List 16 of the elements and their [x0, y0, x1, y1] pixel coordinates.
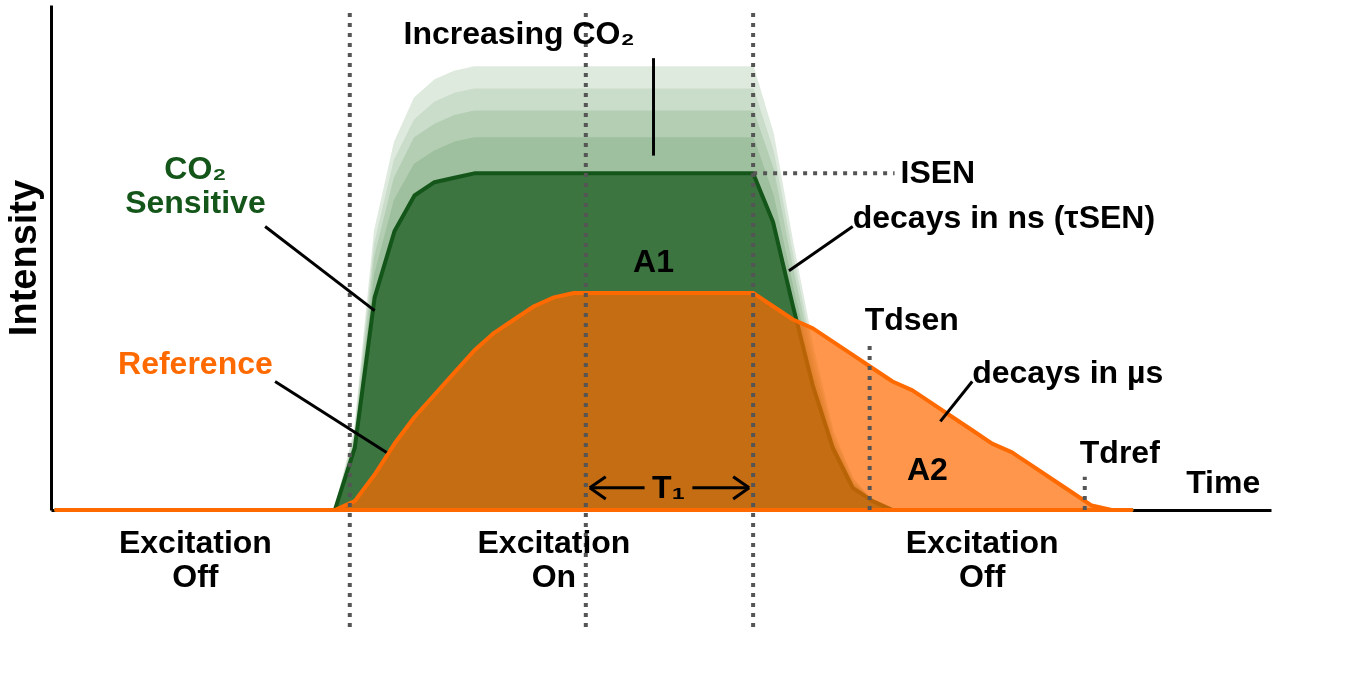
- text: Reference: [118, 344, 273, 381]
- text: Excitation Off: [905, 524, 1059, 594]
- annotation: A1: [633, 242, 674, 279]
- annotation: Tdref: [1079, 434, 1161, 471]
- annotation: A2: [906, 451, 948, 488]
- text: Excitation Off: [118, 524, 272, 594]
- text: Increasing CO₂: [403, 14, 635, 51]
- annotation: decays in µs: [972, 353, 1164, 390]
- text: CO₂ Sensitive: [125, 149, 266, 220]
- annotation: decays in ns (τSEN): [852, 198, 1156, 235]
- annotation: Tdsen: [864, 301, 959, 338]
- x-axis-title: Time: [1186, 464, 1261, 501]
- text: Excitation On: [477, 524, 631, 594]
- annotation: ISEN: [900, 154, 976, 191]
- annotation: T₁: [652, 468, 685, 505]
- y-axis-title: Intensity: [1, 179, 44, 337]
